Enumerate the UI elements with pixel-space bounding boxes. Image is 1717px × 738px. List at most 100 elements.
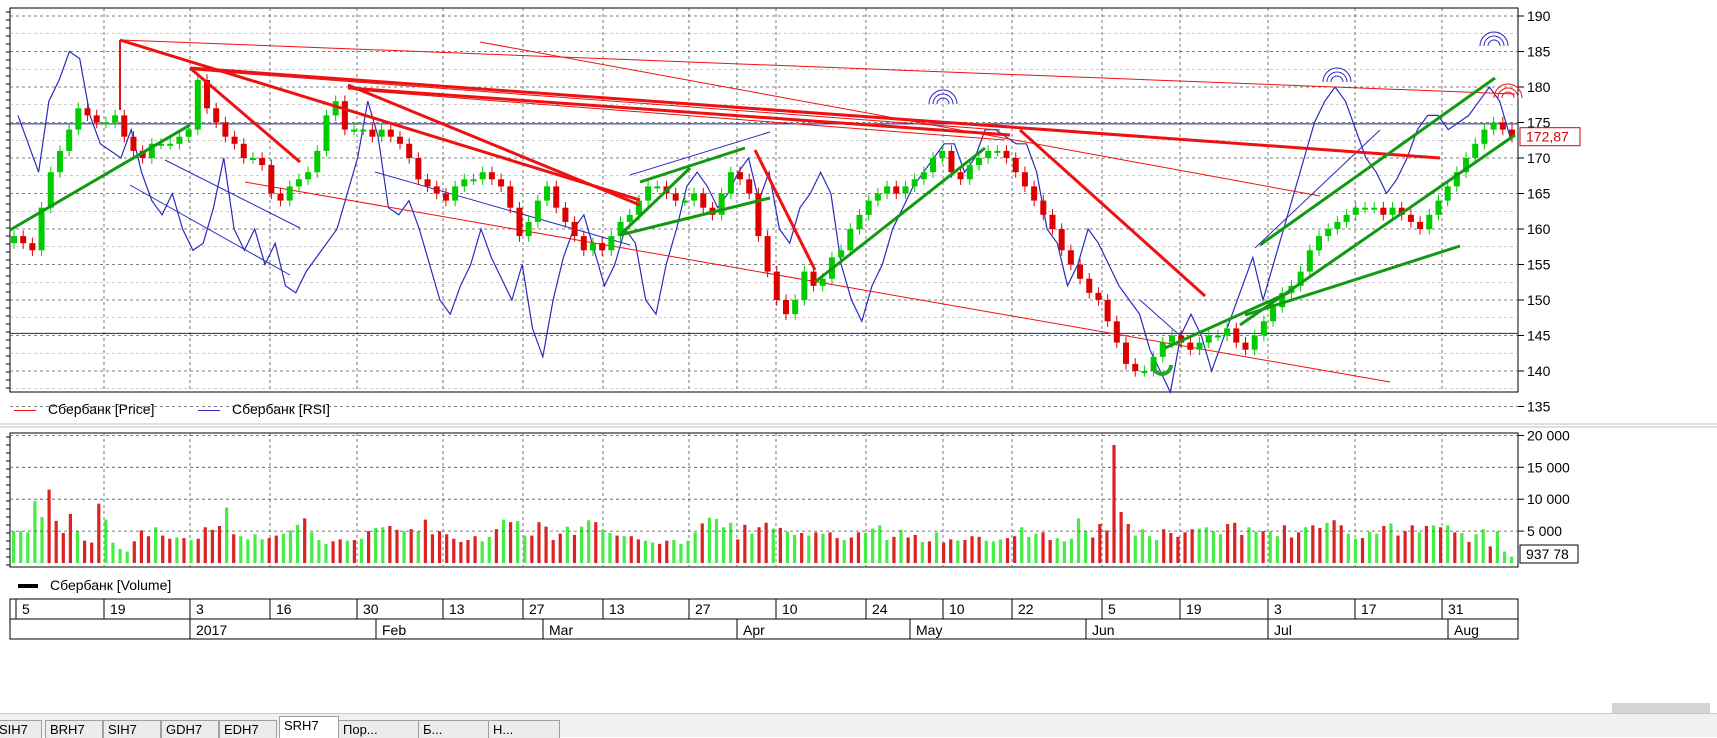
candle-body <box>1435 200 1442 215</box>
candle-body <box>1260 321 1267 336</box>
rsi-legend-label: Сбербанк [RSI] <box>232 401 330 417</box>
volume-bar <box>1147 536 1152 563</box>
volume-bar <box>182 538 186 563</box>
price-axis-tick-label: 150 <box>1527 292 1551 308</box>
blue-channel-line <box>129 184 291 276</box>
volume-bar <box>636 539 640 563</box>
volume-bar <box>863 533 868 563</box>
volume-bar <box>885 540 889 563</box>
thick-red-trendline <box>753 149 817 271</box>
volume-bar <box>927 541 932 563</box>
volume-bar <box>693 532 697 563</box>
candle-body <box>1361 207 1368 210</box>
tab-srh7[interactable]: SRH7 <box>279 716 339 738</box>
candle-body <box>139 150 146 158</box>
volume-bar <box>991 541 995 563</box>
green-trendline <box>1239 133 1516 327</box>
candle-body <box>231 136 238 144</box>
tab-sih7-2[interactable]: SIH7 <box>103 720 161 738</box>
volume-bar <box>1027 536 1031 563</box>
volume-bar <box>388 525 392 563</box>
volume-bar <box>572 534 577 563</box>
candle-body <box>286 186 293 201</box>
volume-bar <box>281 533 285 563</box>
volume-bar <box>274 535 278 563</box>
volume-bar <box>1226 524 1230 563</box>
candle-body <box>415 158 422 180</box>
volume-bar <box>260 539 264 563</box>
volume-bar <box>792 534 797 563</box>
candle-body <box>1233 328 1240 343</box>
volume-bar <box>253 534 257 563</box>
volume-bar <box>743 524 747 563</box>
candle-body <box>884 186 891 194</box>
volume-bar <box>224 507 229 563</box>
volume-axis-tick-label: 15 000 <box>1527 459 1570 475</box>
volume-bar <box>1403 531 1407 563</box>
volume-bar <box>168 538 172 563</box>
volume-bar <box>459 541 463 563</box>
candle-body <box>194 79 201 130</box>
date-month-label: Aug <box>1454 622 1479 638</box>
tab-edh7[interactable]: EDH7 <box>219 720 277 738</box>
volume-bar <box>1488 546 1492 563</box>
candle-body <box>1371 207 1378 210</box>
candle-body <box>314 150 321 173</box>
date-day-label: 17 <box>1361 601 1377 617</box>
thick-red-trendline <box>347 83 641 207</box>
candle-body <box>332 101 339 116</box>
volume-bar <box>47 489 51 563</box>
volume-bar <box>487 536 491 563</box>
candle-body <box>562 207 569 222</box>
volume-bar <box>232 534 236 563</box>
volume-bar <box>1112 444 1116 563</box>
volume-bar <box>1289 537 1294 563</box>
candle-body <box>203 79 210 109</box>
tab-n[interactable]: Н... <box>488 720 560 738</box>
candle-body <box>1086 278 1093 293</box>
volume-bar <box>1261 531 1265 563</box>
volume-bar <box>913 534 917 563</box>
volume-bar <box>920 541 924 563</box>
price-axis-tick-label: 180 <box>1527 79 1551 95</box>
candle-body <box>626 214 633 222</box>
candle-body <box>1031 186 1038 201</box>
volume-bar <box>12 531 16 563</box>
tab-gdh7[interactable]: GDH7 <box>161 720 219 738</box>
volume-bar <box>757 527 761 563</box>
candle-body <box>599 243 606 251</box>
tab-brh7[interactable]: BRH7 <box>45 720 103 738</box>
price-legend: Сбербанк [Price] <box>14 401 154 417</box>
price-axis-tick-label: 190 <box>1527 8 1551 24</box>
candle-body <box>1067 250 1074 265</box>
candle-body <box>1509 129 1515 137</box>
candle-body <box>1398 207 1405 215</box>
tab-portfolio[interactable]: Пор... <box>338 720 420 738</box>
price-axis-tick-label: 175 <box>1527 115 1551 131</box>
volume-bar <box>771 528 775 563</box>
volume-bar <box>1389 523 1393 563</box>
volume-bar <box>736 539 740 563</box>
candle-body <box>755 193 762 237</box>
volume-bar <box>934 532 939 563</box>
candle-body <box>277 193 284 201</box>
date-day-label: 5 <box>22 601 30 617</box>
volume-bar <box>1005 538 1010 563</box>
green-trendline <box>9 123 191 232</box>
tab-sih7[interactable]: SIH7 <box>0 720 42 738</box>
candle-body <box>268 165 275 194</box>
volume-bar <box>622 536 626 563</box>
volume-bar <box>19 531 23 563</box>
candle-body <box>681 200 688 203</box>
volume-bar <box>331 541 335 563</box>
volume-bar <box>1474 534 1478 563</box>
volume-bar <box>466 540 470 563</box>
volume-bar <box>1041 532 1045 563</box>
volume-bar <box>1353 538 1358 563</box>
candle-body <box>966 165 973 180</box>
date-month-label: 2017 <box>196 622 227 638</box>
candle-body <box>819 278 826 286</box>
fractal-arc-marker <box>1330 75 1344 83</box>
tab-b[interactable]: Б... <box>418 720 490 738</box>
